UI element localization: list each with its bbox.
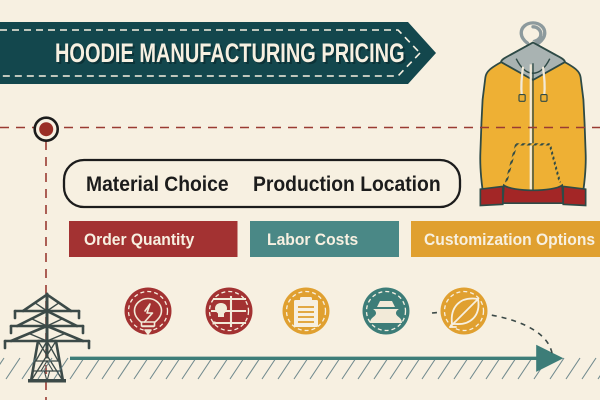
svg-text:Customization Options: Customization Options	[424, 230, 595, 249]
svg-text:Labor Costs: Labor Costs	[267, 230, 358, 249]
svg-text:Order Quantity: Order Quantity	[84, 230, 194, 249]
svg-text:Material Choice: Material Choice	[86, 173, 229, 196]
svg-text:HOODIE MANUFACTURING PRICING: HOODIE MANUFACTURING PRICING	[55, 38, 405, 69]
svg-text:Production Location: Production Location	[253, 173, 441, 196]
